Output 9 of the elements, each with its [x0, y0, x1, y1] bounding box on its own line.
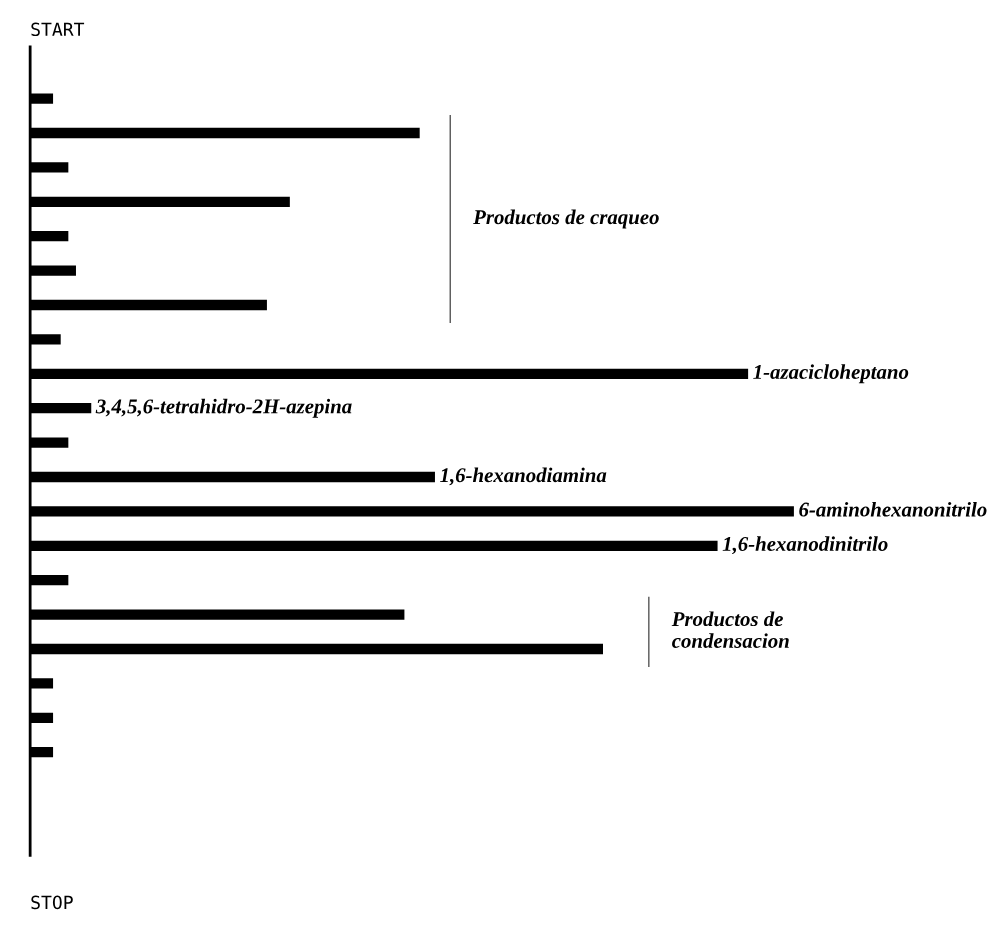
text: START — [31, 22, 85, 37]
text: 6-aminohexanonitrilo — [799, 501, 987, 517]
annotation: 1,6-hexanodiamina — [440, 467, 607, 486]
text: STOP — [31, 895, 73, 910]
annotation: Productos de craqueo — [473, 209, 659, 229]
annotation: 1-azacicloheptano — [753, 364, 909, 384]
annotation: Productos de condensacion — [671, 611, 789, 648]
annotation: 1,6-hexanodinitrilo — [722, 536, 888, 555]
annotation: 3,4,5,6-tetrahidro-2H-azepina — [95, 398, 352, 418]
